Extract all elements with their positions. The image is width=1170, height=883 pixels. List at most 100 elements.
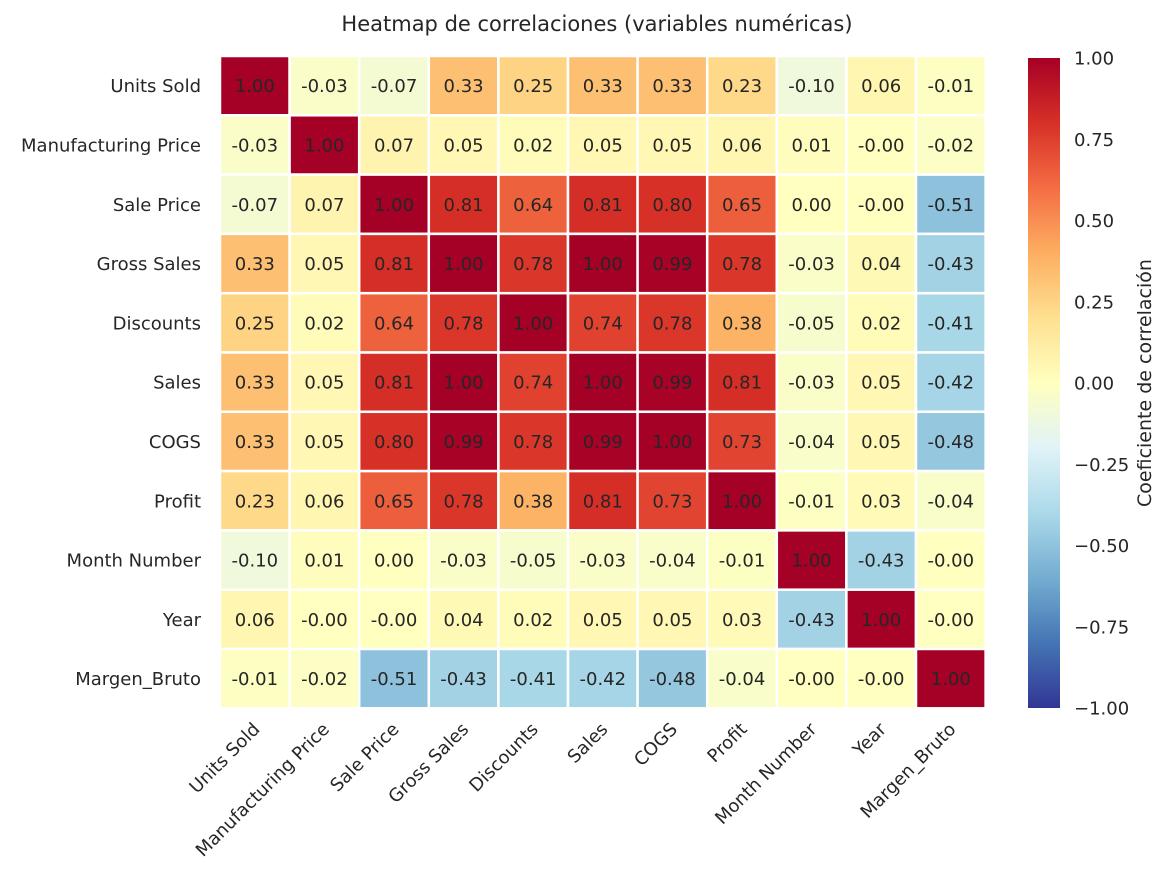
- heatmap-cell-year-margen-bruto: [914, 588, 987, 651]
- cell-value-label: -0.02: [301, 669, 348, 690]
- heatmap-cell-manufacturing-price-discounts: [497, 114, 570, 176]
- heatmap-cell-sale-price-margen-bruto: [914, 173, 987, 236]
- heatmap-cell-discounts-year: [845, 291, 918, 354]
- heatmap-cell-discounts-discounts: [497, 291, 570, 354]
- cell-value-label: -0.00: [858, 195, 905, 216]
- cell-value-label: -0.01: [928, 76, 975, 97]
- colorbar-tick-label: 0.25: [1074, 292, 1114, 313]
- cell-value-label: 0.05: [861, 432, 901, 453]
- cell-value-label: 0.33: [652, 76, 692, 97]
- cell-value-label: -0.04: [788, 432, 835, 453]
- cell-value-label: 0.99: [444, 432, 484, 453]
- cell-value-label: -0.01: [788, 491, 835, 512]
- cell-value-label: 0.04: [861, 254, 901, 275]
- cell-value-label: -0.10: [232, 551, 279, 572]
- heatmap-cell-cogs-cogs: [636, 410, 709, 473]
- heatmap-cell-cogs-manufacturing-price: [288, 410, 361, 473]
- cell-value-label: -0.43: [928, 254, 975, 275]
- heatmap-cell-margen-bruto-manufacturing-price: [288, 647, 361, 710]
- heatmap-cell-sales-month-number: [775, 351, 848, 414]
- chart-title: Heatmap de correlaciones (variables numé…: [341, 12, 852, 36]
- heatmap-cell-cogs-sale-price: [357, 410, 431, 473]
- heatmap-cell-discounts-sales: [566, 291, 639, 354]
- heatmap-cell-margen-bruto-sales: [566, 647, 639, 710]
- cell-value-label: -0.00: [371, 610, 418, 631]
- y-tick-units-sold: Units Sold: [110, 76, 201, 97]
- heatmap-cell-month-number-cogs: [636, 529, 709, 591]
- colorbar-tick-label: −0.50: [1074, 536, 1129, 557]
- cell-value-label: 1.00: [931, 669, 971, 690]
- cell-value-label: 1.00: [722, 491, 762, 512]
- cell-value-label: 0.02: [861, 313, 901, 334]
- cell-value-label: -0.00: [928, 551, 975, 572]
- cell-value-label: 0.23: [235, 491, 275, 512]
- colorbar-tick-label: 0.50: [1074, 211, 1114, 232]
- y-axis-tick-labels: Units Sold Manufacturing Price Sale Price G…: [21, 76, 202, 690]
- heatmap-cell-cogs-margen-bruto: [914, 410, 987, 473]
- cell-value-label: 1.00: [513, 313, 553, 334]
- cell-value-label: 0.33: [235, 254, 275, 275]
- cell-value-label: -0.42: [580, 669, 627, 690]
- heatmap-cell-gross-sales-gross-sales: [427, 232, 500, 295]
- cell-value-label: -0.07: [232, 195, 279, 216]
- cell-value-label: 1.00: [235, 76, 275, 97]
- cell-value-label: 0.00: [792, 195, 832, 216]
- cell-value-label: -0.03: [580, 551, 627, 572]
- heatmap-cell-profit-units-sold: [218, 469, 291, 532]
- cell-value-label: 0.73: [652, 491, 692, 512]
- heatmap-cell-margen-bruto-discounts: [497, 647, 570, 710]
- cell-value-label: 1.00: [583, 373, 623, 394]
- cell-value-label: 0.01: [792, 135, 832, 156]
- heatmap-cell-sales-margen-bruto: [914, 351, 987, 414]
- cell-value-label: -0.04: [719, 669, 766, 690]
- cell-value-label: 1.00: [652, 432, 692, 453]
- cell-value-label: 0.38: [722, 313, 762, 334]
- colorbar-tick-label: 0.00: [1074, 374, 1114, 395]
- cell-value-label: -0.43: [788, 610, 835, 631]
- x-tick-profit: Profit: [703, 719, 751, 767]
- cell-value-label: 0.05: [652, 135, 692, 156]
- cell-value-label: 0.05: [304, 373, 344, 394]
- cell-value-label: -0.00: [858, 669, 905, 690]
- cell-value-label: 0.05: [583, 610, 623, 631]
- cell-value-label: 0.64: [513, 195, 553, 216]
- heatmap-cell-year-month-number: [775, 588, 848, 651]
- heatmap-cell-margen-bruto-units-sold: [218, 647, 291, 710]
- heatmap-cell-manufacturing-price-margen-bruto: [914, 114, 987, 176]
- heatmap-cell-year-sale-price: [357, 588, 431, 651]
- cell-value-label: 0.81: [722, 373, 762, 394]
- heatmap-cell-sale-price-month-number: [775, 173, 848, 236]
- cell-value-label: 0.01: [304, 551, 344, 572]
- cell-value-label: 1.00: [861, 610, 901, 631]
- cell-value-label: -0.03: [232, 135, 279, 156]
- cell-value-label: 0.65: [374, 491, 414, 512]
- cell-value-label: 0.33: [235, 432, 275, 453]
- cell-value-label: -0.43: [440, 669, 487, 690]
- heatmap-cell-profit-manufacturing-price: [288, 469, 361, 532]
- cell-value-label: -0.41: [928, 313, 975, 334]
- cell-value-label: -0.02: [928, 135, 975, 156]
- cell-value-label: 1.00: [444, 254, 484, 275]
- cell-value-label: 0.65: [722, 195, 762, 216]
- heatmap-cell-year-discounts: [497, 588, 570, 651]
- heatmap-cell-month-number-profit: [705, 529, 779, 591]
- cell-value-label: -0.03: [788, 254, 835, 275]
- cell-value-label: 0.99: [652, 254, 692, 275]
- y-tick-sale-price: Sale Price: [113, 195, 201, 216]
- colorbar-label: Coeficiente de correlación: [1134, 259, 1156, 507]
- cell-value-label: 0.99: [583, 432, 623, 453]
- heatmap-cell-manufacturing-price-sale-price: [357, 114, 431, 176]
- cell-value-label: 0.78: [513, 432, 553, 453]
- heatmap-cell-discounts-cogs: [636, 291, 709, 354]
- heatmap-cell-sales-sales: [566, 351, 639, 414]
- cell-value-label: 0.03: [722, 610, 762, 631]
- heatmap-cell-sale-price-units-sold: [218, 173, 291, 236]
- cell-value-label: -0.48: [649, 669, 696, 690]
- cell-value-label: -0.42: [928, 373, 975, 394]
- heatmap-cell-units-sold-year: [845, 54, 918, 117]
- heatmap-cell-gross-sales-month-number: [775, 232, 848, 295]
- heatmap-cell-units-sold-sales: [566, 54, 639, 117]
- cell-value-label: 0.74: [513, 373, 553, 394]
- cell-value-label: -0.03: [440, 551, 487, 572]
